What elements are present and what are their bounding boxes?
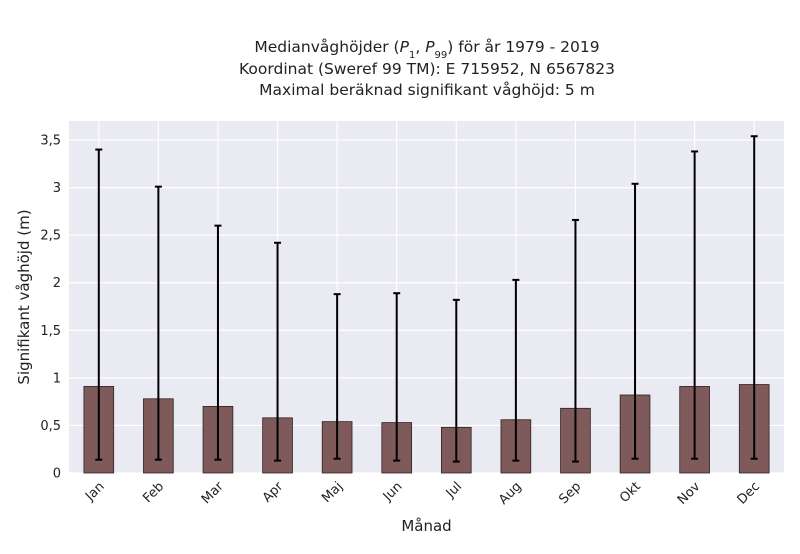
chart-title-line-3: Maximal beräknad signifikant våghöjd: 5 … [259, 81, 595, 99]
x-tick-label-jun: Jun [380, 479, 406, 505]
title-suffix: ) för år 1979 - 2019 [447, 38, 599, 56]
y-tick-label: 0,5 [40, 419, 61, 434]
errorbar-apr [274, 241, 282, 462]
chart-title-line-1: Medianvåghöjder (P1, P99) för år 1979 - … [254, 38, 599, 61]
x-tick-label-jan: Jan [82, 479, 107, 504]
title-separator: , [415, 38, 425, 56]
x-tick-label-maj: Maj [319, 479, 346, 506]
errorbar-jul [452, 298, 460, 463]
title-prefix: Medianvåghöjder ( [254, 38, 399, 56]
errorbar-layer [95, 135, 758, 463]
x-tick-label-feb: Feb [140, 479, 167, 506]
errorbar-mar [214, 224, 222, 461]
errorbar-nov [691, 150, 699, 460]
y-tick-label: 2,5 [40, 229, 61, 244]
x-tick-label-jul: Jul [443, 479, 465, 501]
chart-title-line-2: Koordinat (Sweref 99 TM): E 715952, N 65… [239, 60, 615, 78]
y-tick-labels: 0 0,5 1 1,5 2 2,5 3 3,5 [40, 134, 61, 482]
x-tick-label-okt: Okt [617, 479, 644, 506]
x-tick-label-sep: Sep [556, 479, 584, 507]
y-axis-label: Signifikant våghöjd (m) [15, 209, 33, 384]
y-tick-label: 2 [53, 276, 61, 291]
title-p1-base: P [400, 38, 410, 56]
title-p1-sub: 1 [409, 50, 415, 61]
y-tick-label: 1,5 [40, 324, 61, 339]
errorbar-aug [512, 278, 520, 462]
x-tick-label-dec: Dec [735, 479, 763, 507]
y-tick-label: 3 [53, 181, 61, 196]
errorbar-maj [333, 293, 341, 460]
x-tick-label-mar: Mar [199, 479, 227, 507]
title-p99-base: P [425, 38, 435, 56]
y-tick-label: 3,5 [40, 134, 61, 149]
x-tick-label-aug: Aug [496, 479, 525, 508]
title-p99-sub: 99 [435, 50, 448, 61]
errorbar-okt [631, 182, 639, 460]
errorbar-feb [154, 185, 162, 461]
x-tick-label-apr: Apr [260, 479, 287, 506]
errorbar-jan [95, 148, 103, 461]
plot-area [69, 121, 784, 473]
x-tick-labels: Jan Feb Mar Apr Maj Jun Jul Aug Sep Okt Nov Dec [82, 479, 763, 508]
y-tick-label: 0 [53, 467, 61, 482]
errorbar-jun [393, 292, 401, 462]
x-axis-label: Månad [401, 517, 451, 535]
x-tick-label-nov: Nov [675, 479, 704, 508]
errorbar-sep [571, 218, 579, 463]
y-tick-label: 1 [53, 371, 61, 386]
errorbar-dec [750, 135, 758, 460]
